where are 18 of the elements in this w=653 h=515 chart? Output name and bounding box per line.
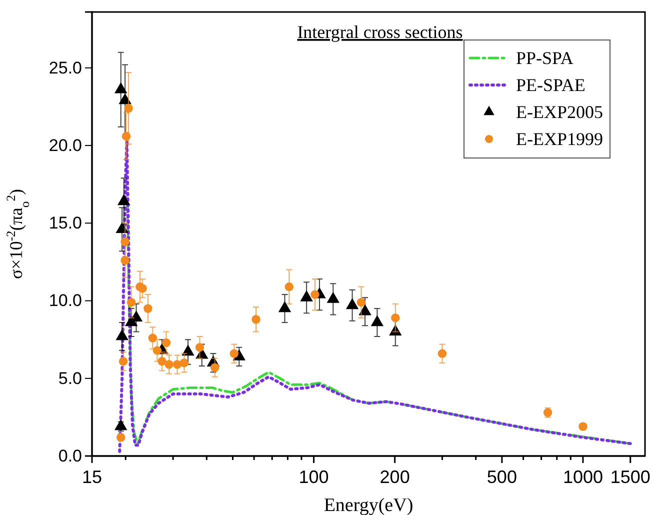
- legend-label: PP-SPA: [516, 48, 574, 68]
- legend-label: PE-SPAE: [516, 75, 586, 95]
- y-tick-label: 5.0: [58, 368, 82, 388]
- x-tick-label: 100: [298, 467, 329, 487]
- y-tick-label: 15.0: [48, 214, 82, 233]
- y-tick-label: 20.0: [48, 136, 82, 155]
- x-tick-label: 1000: [562, 467, 603, 487]
- x-tick-label: 1500: [610, 467, 650, 487]
- y-tick-label: 25.0: [48, 58, 82, 78]
- x-tick-label: 200: [380, 467, 410, 487]
- y-tick-label: 10.0: [48, 291, 82, 310]
- legend-label: E-EXP1999: [516, 129, 603, 149]
- text: Intergral cross sections: [297, 22, 463, 42]
- x-axis-title: Energy(eV): [324, 495, 414, 515]
- y-tick-label: 0.0: [58, 446, 82, 466]
- x-tick-label: 500: [486, 467, 517, 487]
- legend-label: E-EXP2005: [516, 102, 603, 122]
- x-tick-label: 15: [82, 467, 102, 487]
